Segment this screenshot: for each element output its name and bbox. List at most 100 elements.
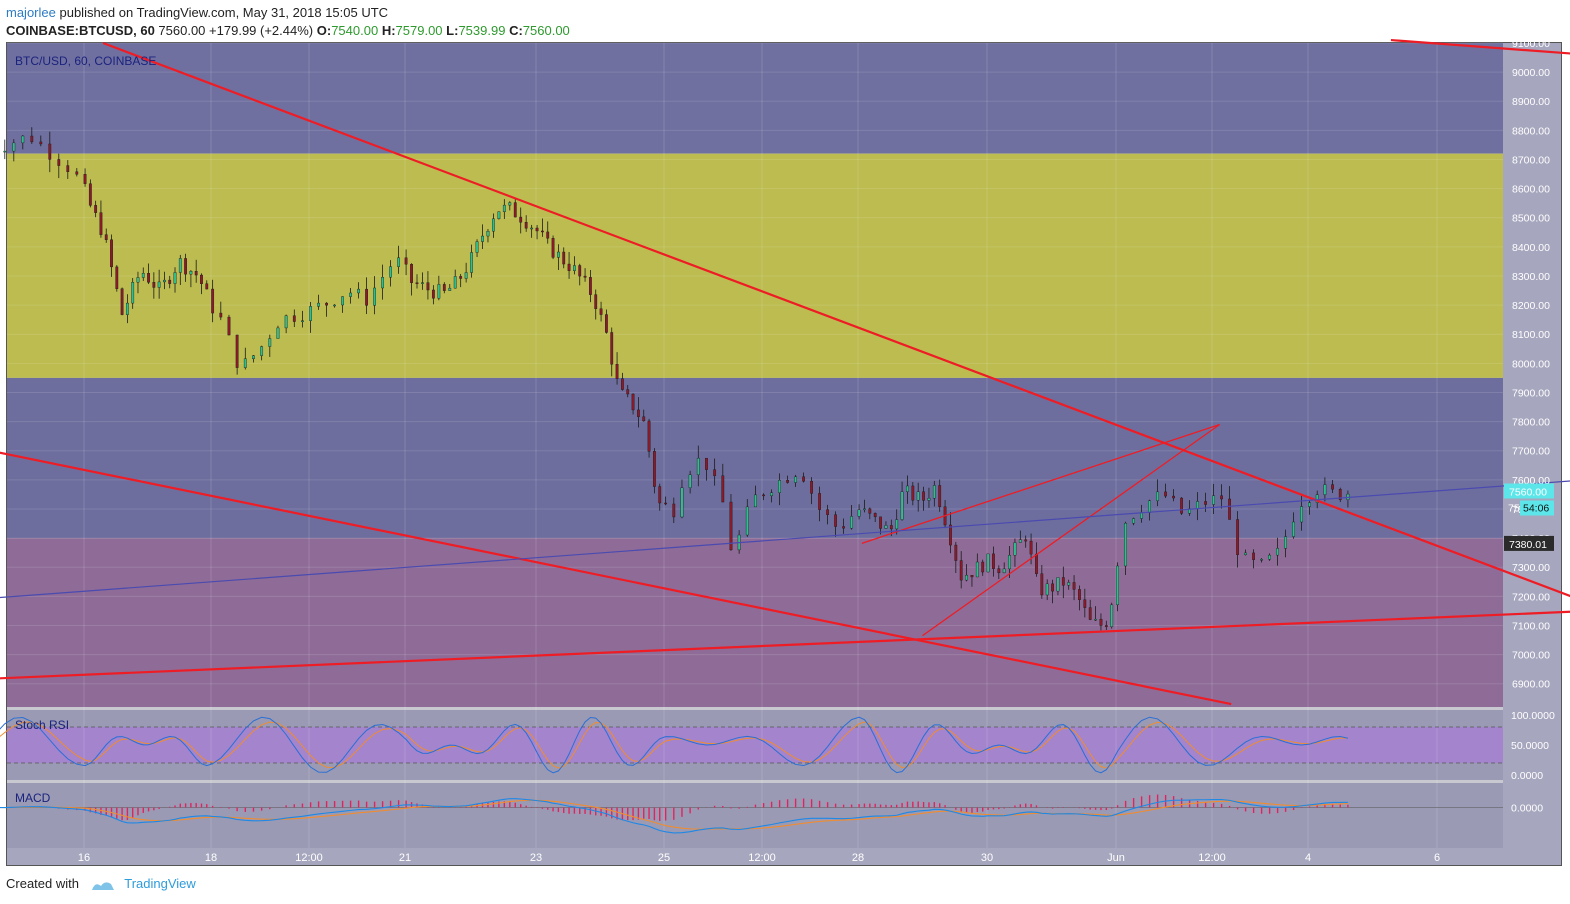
candle-body [389,266,392,278]
zone-1 [7,153,1503,378]
candle-body [778,480,782,493]
partial-price-tag: 75 [1508,502,1520,514]
time-tick-label: 12:00 [295,852,323,864]
candle-body [1116,565,1120,606]
price-tick-label: 8400.00 [1512,242,1550,254]
candle-body [317,302,320,307]
price-tick-label: 7000.00 [1512,650,1550,662]
candle-body [959,560,963,581]
trendline-1 [0,451,1232,706]
close-value: 7560.00 [522,23,570,38]
candle-body [1180,497,1184,514]
candle-body [745,506,749,536]
candle-body [301,320,304,322]
tradingview-link[interactable]: TradingView [124,876,196,891]
candle-body [583,275,587,278]
time-tick-label: 4 [1305,852,1311,864]
candle-body [975,561,979,578]
level-tag: 7380.01 [1509,539,1547,551]
candle-body [459,276,463,279]
candle-body [653,451,656,487]
candle-body [826,509,830,515]
author-link[interactable]: majorlee [6,5,56,20]
candle-body [1236,519,1240,555]
candle-body [147,273,150,283]
candle-body [513,202,517,218]
candle-body [981,561,985,573]
candle-body [268,338,272,347]
candle-body [1008,555,1011,570]
candle-body [1045,583,1049,596]
candle-body [621,378,624,390]
trendline-4 [861,423,1220,544]
open-label: O: [316,23,332,38]
price-tick-label: 8700.00 [1512,154,1550,166]
stoch-d-line [0,721,1348,769]
candle-body [610,332,614,365]
candle-body [141,273,145,278]
candle-body [30,135,34,143]
candle-body [551,238,555,258]
price-tick-label: 7200.00 [1512,591,1550,603]
candle-body [1204,501,1208,505]
symbol-label: BTC/USD, 60, COINBASE [15,54,156,68]
candle-body [916,491,920,501]
candle-body [594,294,598,309]
candle-body [729,501,733,551]
candle-body [541,230,544,233]
candle-body [3,150,7,153]
candle-body [658,486,662,504]
candle-body [1104,625,1108,627]
time-tick-label: 18 [205,852,217,864]
candle-body [48,143,52,160]
ohlc-line: COINBASE:BTCUSD, 60 7560.00 +179.99 (+2.… [6,23,570,38]
candle-body [57,159,61,166]
candle-body [152,282,156,288]
candle-body [125,302,129,315]
high-value: 7579.00 [395,23,443,38]
candle-body [1132,518,1136,524]
last-price-tag-bg [1504,483,1554,499]
candle-body [415,282,419,284]
candle-body [713,469,717,476]
candle-body [1196,501,1200,509]
candle-body [1072,582,1076,590]
candle-body [1164,491,1168,497]
candle-body [508,202,512,206]
candle-body [562,251,566,265]
candle-body [1029,540,1033,555]
candle-body [535,227,539,232]
price-tick-label: 8900.00 [1512,96,1550,108]
price-tick-label: 7800.00 [1512,417,1550,429]
candle-body [567,263,571,271]
candle-body [341,296,344,306]
candle-body [1308,502,1311,507]
candle-body [110,239,113,268]
trendline-3 [1390,38,1570,55]
candle-body [954,544,958,561]
candle-body [349,292,352,297]
candle-body [205,283,209,290]
candle-body [637,409,640,417]
candle-body [997,568,1001,574]
tradingview-logo-icon [91,881,114,890]
candle-body [557,251,560,258]
zone-0 [7,43,1503,154]
candle-body [260,346,264,356]
candle-body [173,272,177,284]
candle-body [1002,568,1006,574]
candle-body [530,227,534,230]
close-label: C: [509,23,523,38]
candle-body [486,230,490,237]
candle-body [1331,484,1334,490]
candle-body [381,277,384,289]
time-tick-label: 21 [399,852,411,864]
price-tick-label: 8000.00 [1512,358,1550,370]
candle-body [333,304,336,307]
candle-body [39,141,43,145]
price-tick-label: 8100.00 [1512,329,1550,341]
price-tick-label: 7900.00 [1512,387,1550,399]
candle-body [810,480,814,494]
macd-label: MACD [15,791,51,805]
